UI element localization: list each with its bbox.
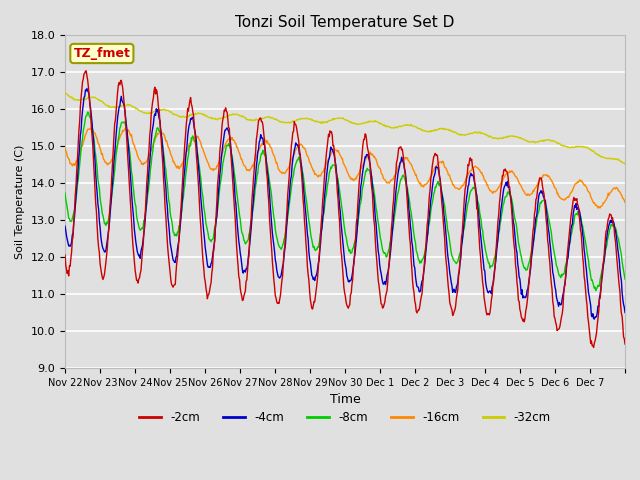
Legend: -2cm, -4cm, -8cm, -16cm, -32cm: -2cm, -4cm, -8cm, -16cm, -32cm: [134, 407, 556, 429]
Title: Tonzi Soil Temperature Set D: Tonzi Soil Temperature Set D: [236, 15, 454, 30]
X-axis label: Time: Time: [330, 394, 360, 407]
Y-axis label: Soil Temperature (C): Soil Temperature (C): [15, 144, 25, 259]
Text: TZ_fmet: TZ_fmet: [74, 47, 131, 60]
